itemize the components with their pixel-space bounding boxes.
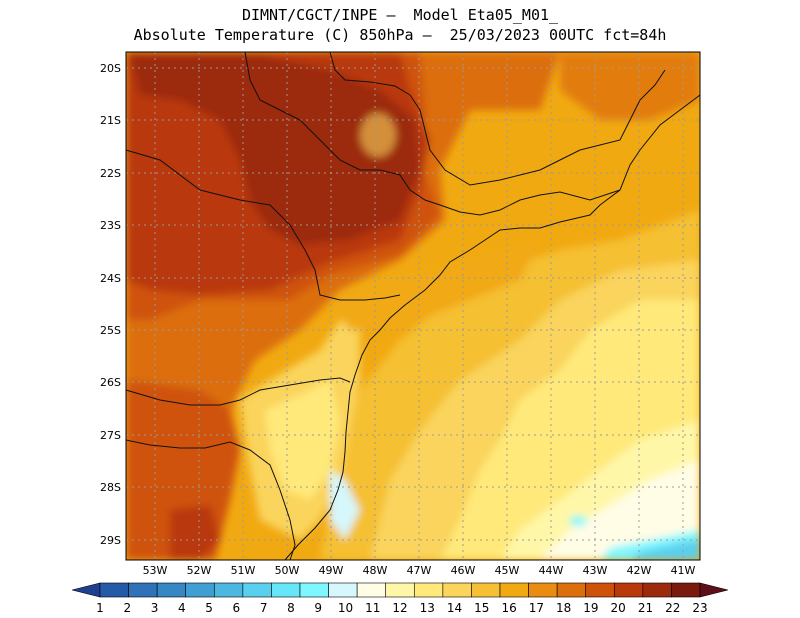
colorbar-labels: 1 2 3 4 5 6 7 8 9 10 11 12 13 14 15 16 17 18 19 20 21 22 23 (96, 601, 707, 615)
colorbar-swatch (99, 582, 129, 598)
colorbar-tick-label: 10 (338, 601, 353, 615)
lat-lon-grid (126, 52, 700, 560)
colorbar-tick-label: 16 (501, 601, 516, 615)
lon-label: 50W (275, 564, 300, 577)
lat-label: 21S (100, 114, 121, 127)
colorbar-tick-label: 14 (447, 601, 462, 615)
lat-label: 27S (100, 429, 121, 442)
colorbar-swatch (556, 582, 587, 598)
coastline-and-borders (126, 52, 700, 560)
colorbar-tick-label: 12 (392, 601, 407, 615)
lon-label: 42W (627, 564, 652, 577)
colorbar-tick-label: 3 (151, 601, 159, 615)
lon-label: 44W (539, 564, 564, 577)
lon-label: 48W (363, 564, 388, 577)
colorbar-tick-label: 1 (96, 601, 104, 615)
colorbar-swatch (385, 582, 415, 598)
colorbar-swatch (242, 582, 272, 598)
colorbar-tick-label: 8 (287, 601, 295, 615)
lat-label: 26S (100, 376, 121, 389)
lon-label: 47W (407, 564, 432, 577)
plot-frame (125, 51, 701, 561)
lon-label: 51W (231, 564, 256, 577)
colorbar-swatch (299, 582, 329, 598)
colorbar-swatch (356, 582, 387, 598)
lon-label: 45W (495, 564, 520, 577)
lon-label: 46W (451, 564, 476, 577)
colorbar-swatch (499, 582, 529, 598)
colorbar-swatch (156, 582, 187, 598)
colorbar-tick-label: 19 (583, 601, 598, 615)
colorbar-swatch (642, 582, 672, 598)
colorbar-tick-label: 20 (611, 601, 626, 615)
colorbar (71, 582, 729, 598)
colorbar-swatch (585, 582, 615, 598)
colorbar-swatch (128, 582, 158, 598)
colorbar-tick-label: 7 (260, 601, 268, 615)
lat-label: 23S (100, 219, 121, 232)
map-title-line-1: DIMNT/CGCT/INPE – Model Eta05_M01_ (241, 6, 559, 24)
lon-label: 52W (187, 564, 212, 577)
lat-label: 20S (100, 62, 121, 75)
colorbar-tick-label: 2 (123, 601, 131, 615)
colorbar-tick-label: 22 (665, 601, 680, 615)
colorbar-swatch (528, 582, 558, 598)
lat-label: 24S (100, 272, 121, 285)
lat-label: 22S (100, 167, 121, 180)
lon-label: 43W (583, 564, 608, 577)
colorbar-swatch (613, 582, 644, 598)
lon-label: 53W (143, 564, 168, 577)
colorbar-swatch (71, 582, 101, 598)
colorbar-tick-label: 9 (314, 601, 322, 615)
colorbar-swatch (471, 582, 501, 598)
colorbar-tick-label: 4 (178, 601, 186, 615)
colorbar-swatch (699, 582, 729, 598)
colorbar-tick-label: 6 (233, 601, 241, 615)
colorbar-tick-label: 13 (420, 601, 435, 615)
colorbar-swatch (185, 582, 215, 598)
colorbar-tick-label: 23 (692, 601, 707, 615)
lat-label: 29S (100, 534, 121, 547)
colorbar-swatch (442, 582, 472, 598)
map-title-line-2: Absolute Temperature (C) 850hPa – 25/03/… (133, 26, 667, 44)
lon-label: 41W (671, 564, 696, 577)
lat-label: 25S (100, 324, 121, 337)
colorbar-tick-label: 17 (529, 601, 544, 615)
colorbar-swatch (671, 582, 701, 598)
colorbar-tick-label: 21 (638, 601, 653, 615)
colorbar-swatch (271, 582, 301, 598)
colorbar-swatch (413, 582, 444, 598)
colorbar-tick-label: 15 (474, 601, 489, 615)
lon-label: 49W (319, 564, 344, 577)
colorbar-tick-label: 11 (365, 601, 380, 615)
colorbar-tick-label: 18 (556, 601, 571, 615)
colorbar-swatch (328, 582, 358, 598)
lat-label: 28S (100, 481, 121, 494)
colorbar-swatch (213, 582, 244, 598)
colorbar-tick-label: 5 (205, 601, 213, 615)
temperature-field (126, 52, 700, 560)
